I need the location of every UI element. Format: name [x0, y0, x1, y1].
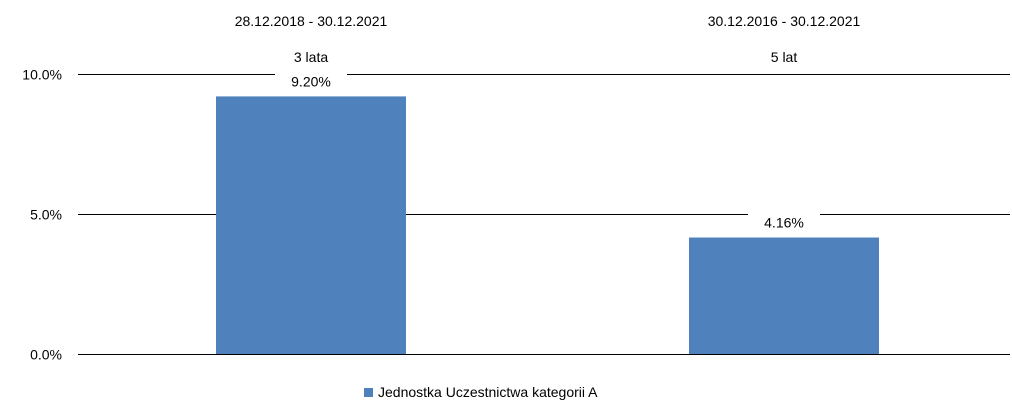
legend-label: Jednostka Uczestnictwa kategorii A [378, 384, 598, 400]
y-tick-label: 5.0% [30, 207, 62, 223]
labels: 0.0% 5.0% 10.0% 9.20% 28.12.2018 - 30.12.202… [22, 13, 860, 363]
data-label-background [748, 211, 820, 232]
data-label: 4.16% [764, 215, 804, 231]
bar-0 [216, 96, 406, 355]
y-tick-label: 0.0% [30, 347, 62, 363]
data-label: 9.20% [291, 73, 331, 89]
category-label: 3 lata [294, 49, 328, 65]
legend-swatch [364, 388, 373, 397]
period-label: 30.12.2016 - 30.12.2021 [708, 13, 861, 29]
data-label-background [275, 70, 347, 91]
bar-1 [689, 237, 879, 354]
y-tick-label: 10.0% [22, 67, 62, 83]
category-label-background [277, 47, 345, 67]
category-label: 5 lat [771, 49, 798, 65]
category-label-background [750, 47, 818, 67]
legend: Jednostka Uczestnictwa kategorii A [364, 384, 598, 400]
bars [216, 96, 879, 355]
period-label: 28.12.2018 - 30.12.2021 [235, 13, 388, 29]
